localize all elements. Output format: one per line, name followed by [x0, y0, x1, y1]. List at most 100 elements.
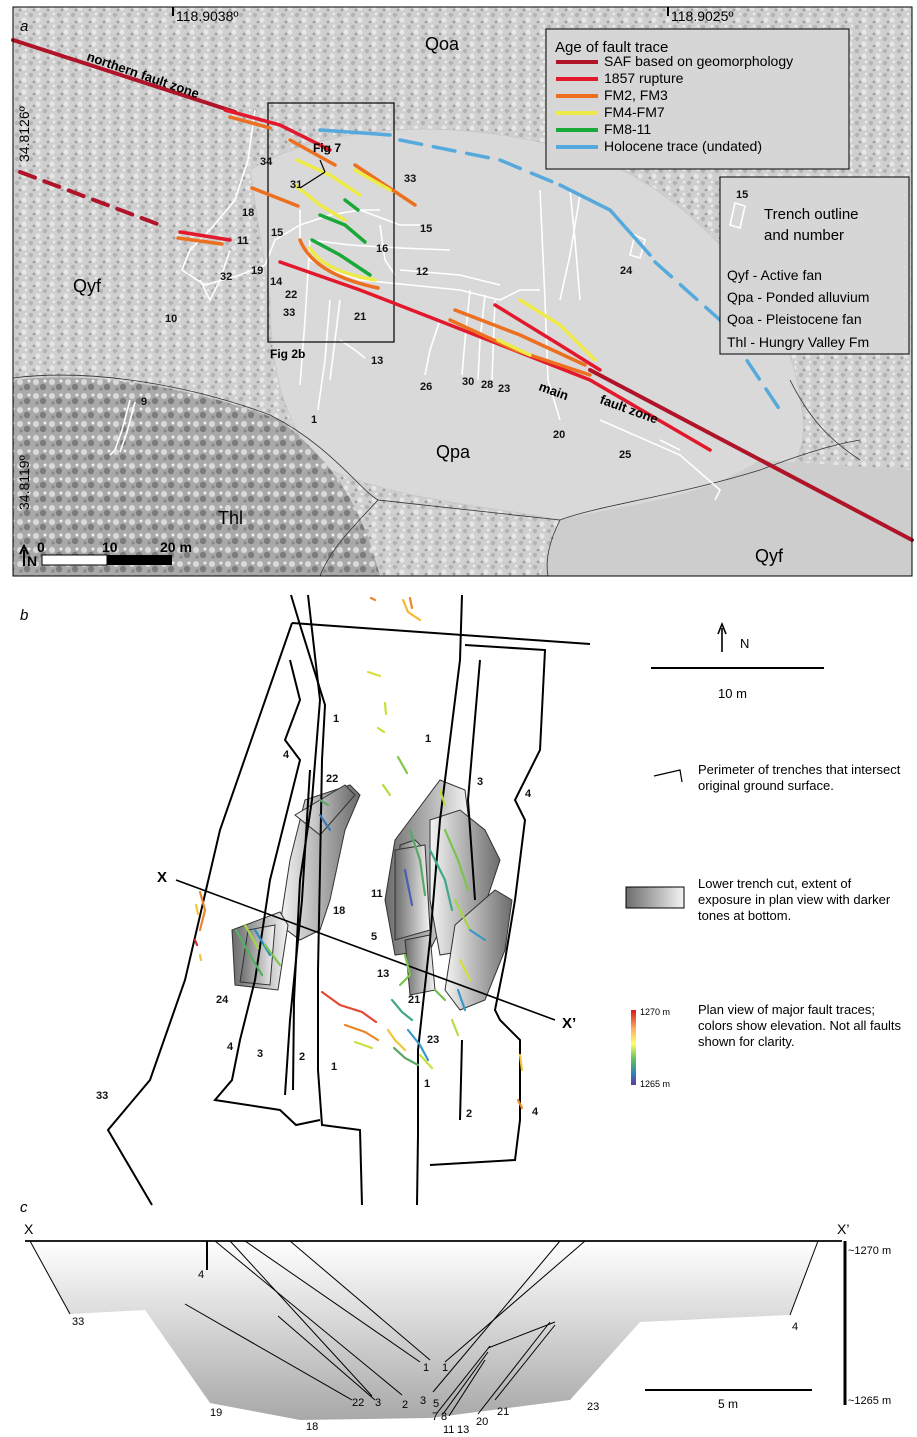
section-fault [244, 1240, 421, 1363]
fault-trace [433, 988, 447, 1002]
fm2-fm3-trace [228, 115, 272, 130]
fault-trace [443, 828, 470, 892]
fault-trace [392, 1046, 420, 1067]
scale-zero: 0 [37, 539, 45, 555]
legend-fault-traces-label: Plan view of major fault traces; colors … [698, 1002, 902, 1049]
fig2b-box [267, 102, 395, 343]
trench-number: 33 [283, 307, 295, 319]
scale-twenty: 20 m [160, 539, 192, 555]
fm8-11-trace [318, 213, 367, 244]
plan-label: 1 [424, 1078, 430, 1090]
plan-label: 13 [377, 968, 389, 980]
fm2-fm3-trace [448, 318, 592, 377]
fault-trace [353, 1040, 374, 1050]
north-arrow-icon [19, 543, 29, 566]
legend-fault-traces-text: Plan view of major fault traces; colors … [698, 1002, 902, 1049]
trench-outline [339, 339, 366, 359]
key-trench-number: 15 [736, 189, 748, 201]
section-label: 11 [443, 1424, 454, 1436]
saf-trace [588, 368, 914, 542]
plan-label: 11 [371, 888, 383, 900]
fault-trace [518, 1053, 524, 1072]
legend-lower-cut-text: Lower trench cut, extent of exposure in … [698, 876, 890, 923]
trench-outlines [109, 109, 721, 501]
contact-line-qpa [789, 379, 861, 461]
trench-outline [461, 289, 471, 376]
section-fault [432, 1240, 561, 1393]
fault-trace [456, 988, 467, 1012]
key-unit: Qoa - Pleistocene fan [727, 311, 862, 327]
plan-label: 1 [331, 1061, 337, 1073]
fault-trace [193, 938, 199, 947]
fault-trace [376, 726, 386, 734]
trench-number: 30 [462, 376, 474, 388]
trench-outline [109, 399, 131, 456]
fault-trace [198, 890, 207, 932]
section-end-x-c: X [24, 1221, 34, 1237]
coord-left-top: 34.8126º [16, 106, 32, 162]
fig7-pointer [299, 171, 326, 189]
perimeter-line [290, 594, 363, 1206]
trench-number: 23 [498, 383, 510, 395]
legend-item-label: Holocene trace (undated) [604, 138, 762, 154]
fault-trace [408, 828, 427, 897]
fault-trace [366, 670, 382, 678]
trench-number: 18 [242, 207, 254, 219]
contact-line-thl-2 [319, 499, 379, 577]
fig2b-label: Fig 2b [270, 347, 305, 361]
trench-number: 24 [620, 265, 633, 277]
section-label: 5 [433, 1398, 439, 1410]
trench-outline [119, 401, 136, 453]
section-label: 21 [497, 1406, 509, 1418]
fm8-11-trace [310, 238, 372, 277]
section-fault [477, 1321, 551, 1415]
scale-label-c: 5 m [718, 1397, 738, 1411]
plan-label: 4 [525, 788, 532, 800]
scale-ten: 10 [102, 539, 118, 555]
rupture-1857-trace [223, 108, 332, 152]
fault-trace [390, 998, 414, 1022]
section-end-xprime: X’ [562, 1015, 576, 1032]
plan-label: 3 [477, 776, 483, 788]
plan-label: 4 [283, 749, 290, 761]
saf-trace [11, 38, 237, 114]
plan-label: 3 [257, 1048, 263, 1060]
trench-outline [424, 319, 441, 376]
trench-number: 32 [220, 271, 232, 283]
section-fault [444, 1240, 586, 1363]
fault-trace [396, 755, 409, 775]
rupture-1857-trace [278, 260, 712, 452]
lower-cut [239, 924, 276, 986]
trench-outline [659, 439, 681, 451]
plan-label: 2 [466, 1108, 472, 1120]
fault-trace [453, 898, 472, 932]
fm2-fm3-trace [250, 186, 300, 208]
trench-outline [477, 294, 486, 381]
unit-qoa: Qoa [425, 34, 460, 54]
section-label: 18 [306, 1421, 318, 1433]
section-label: 1 [442, 1362, 448, 1374]
fault-trace [418, 1053, 434, 1070]
fault-trace [386, 1028, 407, 1052]
elev-top-c: ~1270 m [848, 1245, 891, 1257]
fault-trace [383, 701, 388, 716]
elevation-fault-traces [193, 596, 524, 1110]
section-label: 3 [420, 1395, 426, 1407]
section-label: 19 [210, 1407, 222, 1419]
panel-b-plan: b X X’ [20, 594, 902, 1206]
trench-outline [199, 249, 231, 302]
elev-bottom-label: 1265 m [640, 1079, 670, 1089]
section-fault [487, 1321, 556, 1349]
panel-b-legend: N 10 m Perimeter of trenches that inters… [625, 621, 902, 1089]
trench-outline [569, 189, 581, 301]
legend-item-label: 1857 rupture [604, 70, 684, 86]
trench-outline [359, 209, 420, 226]
panel-a-map: a 118.9038º 118.9025º 34.8126º 34.8119º … [11, 6, 914, 577]
fig7-pointer [319, 159, 326, 173]
plan-label: 33 [96, 1090, 108, 1102]
plan-label: 21 [408, 994, 420, 1006]
section-fault [436, 1345, 491, 1414]
fault-trace [468, 928, 487, 942]
north-arrow-icon [717, 621, 727, 652]
plan-label: 4 [227, 1041, 234, 1053]
